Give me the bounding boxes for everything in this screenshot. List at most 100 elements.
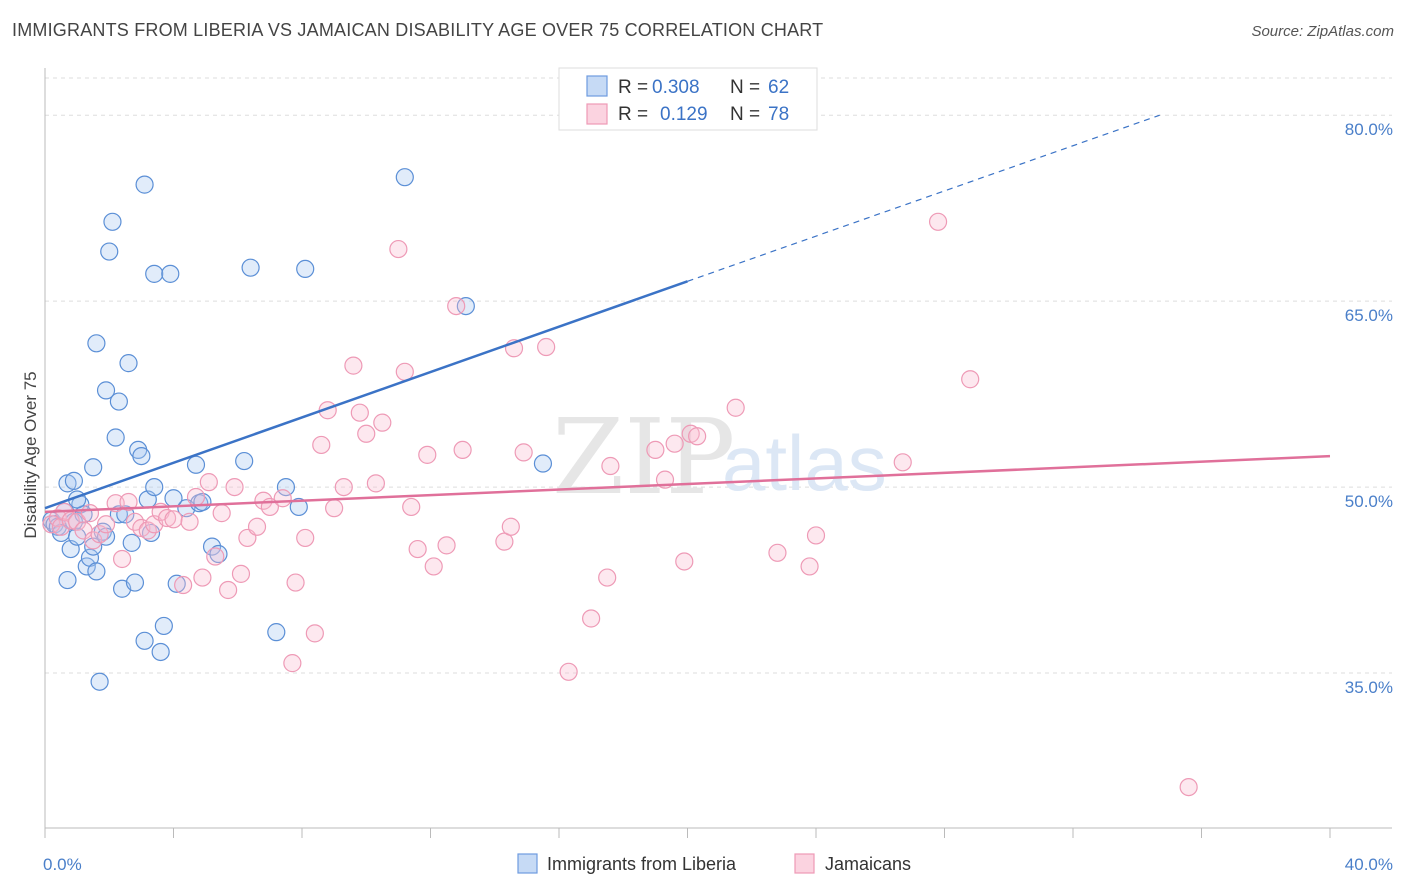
data-point-jamaicans <box>768 543 787 562</box>
top-legend: R = 0.308 N = 62 R = 0.129 N = 78 <box>558 67 818 131</box>
data-point-jamaicans <box>800 557 819 576</box>
data-point-liberia <box>84 458 103 477</box>
data-point-jamaicans <box>180 512 199 531</box>
data-point-jamaicans <box>389 239 408 259</box>
bottom-legend-swatch-liberia <box>517 853 538 874</box>
data-point-liberia <box>96 381 116 400</box>
data-point-jamaicans <box>453 440 472 460</box>
data-point-liberia <box>235 451 254 471</box>
data-point-jamaicans <box>447 296 466 316</box>
data-point-jamaicans <box>598 568 617 587</box>
data-point-liberia <box>135 631 154 650</box>
data-point-liberia <box>100 242 119 261</box>
data-point-jamaicans <box>80 504 100 523</box>
data-point-jamaicans <box>225 477 244 497</box>
legend-r-label-2: R = <box>618 104 648 125</box>
gridlines <box>45 77 1392 674</box>
data-point-liberia <box>103 212 122 231</box>
data-point-jamaicans <box>212 504 231 523</box>
data-point-jamaicans <box>665 434 684 453</box>
data-point-liberia <box>289 497 308 517</box>
data-point-liberia <box>167 574 186 593</box>
source-label: Source: ZipAtlas.com <box>1251 23 1394 40</box>
y-tick-label: 50.0% <box>1345 492 1393 511</box>
y-tick-label: 35.0% <box>1345 678 1393 697</box>
trend-lines <box>44 114 1331 514</box>
data-point-liberia <box>395 168 414 187</box>
data-point-jamaicans <box>286 573 305 592</box>
data-point-jamaicans <box>174 575 193 595</box>
bottom-legend-jamaicans: Jamaicans <box>825 854 911 874</box>
data-point-liberia <box>209 544 228 564</box>
data-point-jamaicans <box>334 477 353 497</box>
data-point-liberia <box>154 616 173 636</box>
axes <box>44 68 1392 838</box>
bottom-legend-swatch-jamaicans <box>794 853 815 874</box>
data-point-jamaicans <box>164 510 183 529</box>
data-point-liberia <box>122 533 141 552</box>
data-point-jamaicans <box>199 473 218 492</box>
data-point-jamaicans <box>357 424 376 443</box>
y-tick-label: 65.0% <box>1345 306 1393 325</box>
data-point-jamaicans <box>90 525 109 544</box>
data-point-jamaicans <box>247 517 267 536</box>
legend-r-value-1: 0.308 <box>652 77 700 98</box>
data-point-jamaicans <box>514 443 533 462</box>
data-point-jamaicans <box>424 557 443 576</box>
data-point-jamaicans <box>688 427 707 446</box>
data-point-liberia <box>276 477 296 497</box>
legend-swatch-liberia <box>586 75 608 97</box>
data-point-liberia <box>533 454 553 473</box>
data-point-jamaicans <box>119 492 138 512</box>
data-point-jamaicans <box>193 568 212 587</box>
trend-line-jamaicans <box>44 454 1331 514</box>
data-point-liberia <box>58 570 77 590</box>
legend-n-value-1: 62 <box>768 77 789 98</box>
data-point-jamaicans <box>501 517 520 536</box>
data-point-jamaicans <box>273 489 292 508</box>
data-point-liberia <box>125 573 145 592</box>
data-point-jamaicans <box>186 487 206 507</box>
data-point-jamaicans <box>344 356 363 375</box>
data-point-jamaicans <box>675 552 694 571</box>
data-point-jamaicans <box>408 539 427 559</box>
data-point-jamaicans <box>157 508 177 528</box>
data-point-liberia <box>135 175 154 194</box>
data-point-jamaicans <box>61 511 80 530</box>
data-point-liberia <box>241 258 260 277</box>
data-point-liberia <box>90 672 109 691</box>
legend-r-label-1: R = <box>618 77 648 98</box>
data-point-liberia <box>145 264 164 283</box>
legend-swatch-jamaicans <box>586 103 608 125</box>
series-liberia-points <box>42 168 553 691</box>
data-point-jamaicans <box>402 497 421 517</box>
data-point-liberia <box>161 264 180 283</box>
data-point-liberia <box>64 471 84 490</box>
data-point-jamaicans <box>1179 777 1198 797</box>
watermark: ZIP atlas <box>552 396 887 518</box>
data-point-liberia <box>87 334 106 353</box>
x-tick-labels: 0.0% 40.0% <box>43 855 1393 874</box>
data-point-liberia <box>186 455 206 474</box>
data-point-jamaicans <box>325 499 344 518</box>
data-point-jamaicans <box>559 662 578 681</box>
data-point-liberia <box>109 505 128 524</box>
data-point-liberia <box>267 623 286 642</box>
trend-line-liberia-extension <box>687 114 1160 282</box>
x-tick-label-min: 0.0% <box>43 855 82 874</box>
data-point-liberia <box>109 392 128 411</box>
data-point-jamaicans <box>366 474 385 493</box>
data-point-liberia <box>151 642 170 662</box>
data-point-jamaicans <box>305 624 324 643</box>
data-point-jamaicans <box>726 398 745 417</box>
data-point-jamaicans <box>96 515 116 534</box>
data-point-jamaicans <box>296 528 315 548</box>
watermark-zip: ZIP <box>552 396 735 518</box>
data-point-liberia <box>87 562 106 581</box>
data-point-jamaicans <box>219 580 238 600</box>
data-point-jamaicans <box>206 547 225 566</box>
watermark-atlas: atlas <box>722 419 887 507</box>
y-tick-labels: 35.0% 50.0% 65.0% 80.0% <box>1345 120 1393 697</box>
data-point-liberia <box>164 489 183 508</box>
